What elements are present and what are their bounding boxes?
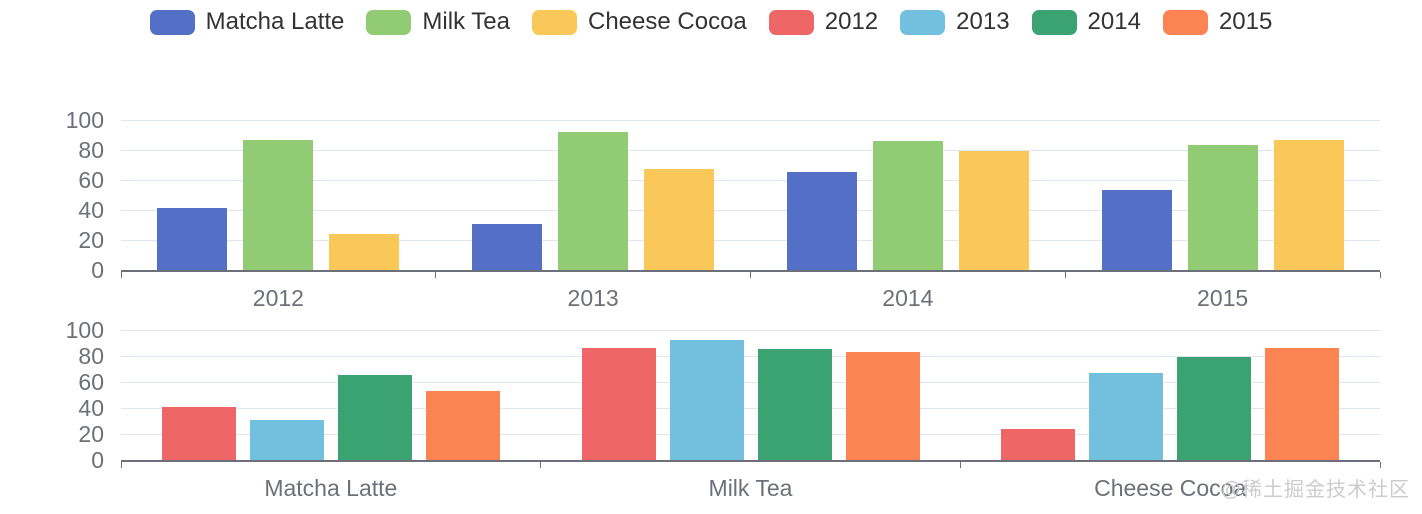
y-axis-tick-label-40: 40 (78, 197, 104, 223)
bar-matcha-latte-2014[interactable] (786, 172, 857, 270)
legend-item-matcha-latte[interactable]: Matcha Latte (149, 8, 345, 36)
bar-2013-matcha-latte[interactable] (249, 420, 324, 460)
x-axis-label-milk-tea: Milk Tea (708, 475, 793, 501)
bar-cheese-cocoa-2013[interactable] (644, 169, 715, 270)
x-axis-labels-by-product: Matcha Latte Milk Tea Cheese Cocoa (121, 474, 1380, 504)
bar-cheese-cocoa-2014[interactable] (958, 150, 1029, 270)
legend-label: 2012 (824, 8, 879, 35)
bar-milk-tea-2014[interactable] (872, 141, 943, 270)
x-axis-label-2014: 2014 (882, 285, 934, 311)
y-axis-tick-label-100: 100 (65, 317, 104, 343)
y-axis-tick-label-60: 60 (78, 369, 104, 395)
legend-item-2015[interactable]: 2015 (1162, 8, 1273, 36)
bar-cheese-cocoa-2015[interactable] (1273, 140, 1344, 270)
bar-2013-cheese-cocoa[interactable] (1089, 372, 1164, 460)
gridline-y-100 (121, 120, 1380, 121)
plot-area-by-year[interactable] (120, 120, 1381, 278)
bar-group-2014 (751, 120, 1066, 270)
x-axis-tick (750, 272, 751, 278)
x-axis-tick (1379, 462, 1381, 468)
x-axis-tick (540, 462, 542, 468)
legend-swatch-matcha-latte (149, 9, 195, 35)
gridline-y-60 (121, 382, 1380, 383)
bar-2015-matcha-latte[interactable] (425, 390, 500, 460)
y-axis-tick-label-60: 60 (78, 167, 104, 193)
bar-milk-tea-2013[interactable] (558, 131, 629, 270)
y-axis-tick-label-80: 80 (78, 137, 104, 163)
watermark: @稀土掘金技术社区 (1220, 479, 1410, 501)
legend-item-2013[interactable]: 2013 (900, 8, 1010, 36)
legend-swatch-2014 (1031, 9, 1077, 35)
y-axis-tick-label-100: 100 (65, 107, 104, 133)
x-axis-label-2015: 2015 (1197, 285, 1249, 311)
legend-swatch-milk-tea (366, 9, 412, 35)
y-axis-tick-label-20: 20 (78, 421, 104, 447)
gridline-y-80 (121, 150, 1380, 151)
legend-swatch-2013 (900, 9, 946, 35)
bar-2015-milk-tea[interactable] (845, 351, 920, 460)
bar-matcha-latte-2015[interactable] (1101, 190, 1172, 270)
gridline-y-40 (121, 210, 1380, 211)
x-axis-tick (120, 272, 122, 278)
y-axis-tick-label-0: 0 (91, 447, 104, 473)
legend-label: 2014 (1087, 8, 1141, 35)
bar-2015-cheese-cocoa[interactable] (1265, 347, 1340, 460)
x-axis-tick (1064, 272, 1066, 278)
gridline-y-60 (121, 180, 1380, 181)
legend-label: 2015 (1218, 8, 1273, 35)
bar-groups (121, 120, 1380, 270)
y-axis-tick-label-20: 20 (78, 227, 104, 253)
bar-2012-milk-tea[interactable] (581, 347, 656, 460)
plot-area-by-product[interactable] (120, 330, 1381, 468)
legend-swatch-2015 (1162, 9, 1208, 35)
legend-item-cheese-cocoa[interactable]: Cheese Cocoa (532, 8, 747, 36)
bar-group-2015 (1065, 120, 1380, 270)
x-axis-label-matcha-latte: Matcha Latte (264, 475, 398, 501)
gridline-y-20 (121, 240, 1380, 241)
legend: Matcha Latte Milk Tea Cheese Cocoa 2012 2013… (0, 8, 1422, 36)
gridline-y-80 (121, 356, 1380, 357)
bar-2014-cheese-cocoa[interactable] (1177, 356, 1252, 460)
bar-2014-matcha-latte[interactable] (337, 375, 412, 460)
x-axis-labels-by-year: 2012 2013 2014 2015 (121, 284, 1380, 314)
legend-item-2014[interactable]: 2014 (1031, 8, 1141, 36)
bar-2014-milk-tea[interactable] (757, 348, 832, 460)
bar-group-cheese-cocoa (960, 330, 1380, 460)
bar-milk-tea-2015[interactable] (1187, 145, 1258, 270)
y-axis-tick-label-80: 80 (78, 343, 104, 369)
x-axis-label-2012: 2012 (252, 285, 304, 311)
y-axis-tick-label-0: 0 (91, 257, 104, 283)
y-axis-tick-label-40: 40 (78, 395, 104, 421)
legend-label: 2013 (956, 8, 1010, 35)
x-axis-tick (435, 272, 437, 278)
bar-matcha-latte-2013[interactable] (472, 224, 543, 270)
legend-item-milk-tea[interactable]: Milk Tea (366, 8, 510, 36)
gridline-y-100 (121, 330, 1380, 331)
x-axis-tick (120, 462, 122, 468)
bar-group-2012 (121, 120, 436, 270)
bar-matcha-latte-2012[interactable] (157, 208, 228, 270)
bar-2012-cheese-cocoa[interactable] (1001, 428, 1076, 460)
legend-label: Cheese Cocoa (588, 8, 747, 35)
gridline-y-40 (121, 408, 1380, 409)
bar-milk-tea-2012[interactable] (243, 140, 314, 270)
bar-group-2013 (436, 120, 751, 270)
legend-label: Matcha Latte (205, 8, 345, 35)
gridline-y-20 (121, 434, 1380, 435)
bar-2013-milk-tea[interactable] (669, 340, 744, 460)
bar-2012-matcha-latte[interactable] (161, 406, 236, 460)
bar-group-matcha-latte (121, 330, 541, 460)
bar-group-milk-tea (541, 330, 961, 460)
bar-groups (121, 330, 1380, 460)
legend-swatch-cheese-cocoa (532, 9, 577, 35)
x-axis-tick (1379, 272, 1381, 278)
legend-swatch-2012 (768, 9, 814, 35)
bar-cheese-cocoa-2012[interactable] (329, 233, 400, 270)
legend-label: Milk Tea (422, 8, 510, 35)
legend-item-2012[interactable]: 2012 (768, 8, 879, 36)
x-axis-label-2013: 2013 (567, 285, 619, 311)
x-axis-tick (959, 462, 961, 468)
